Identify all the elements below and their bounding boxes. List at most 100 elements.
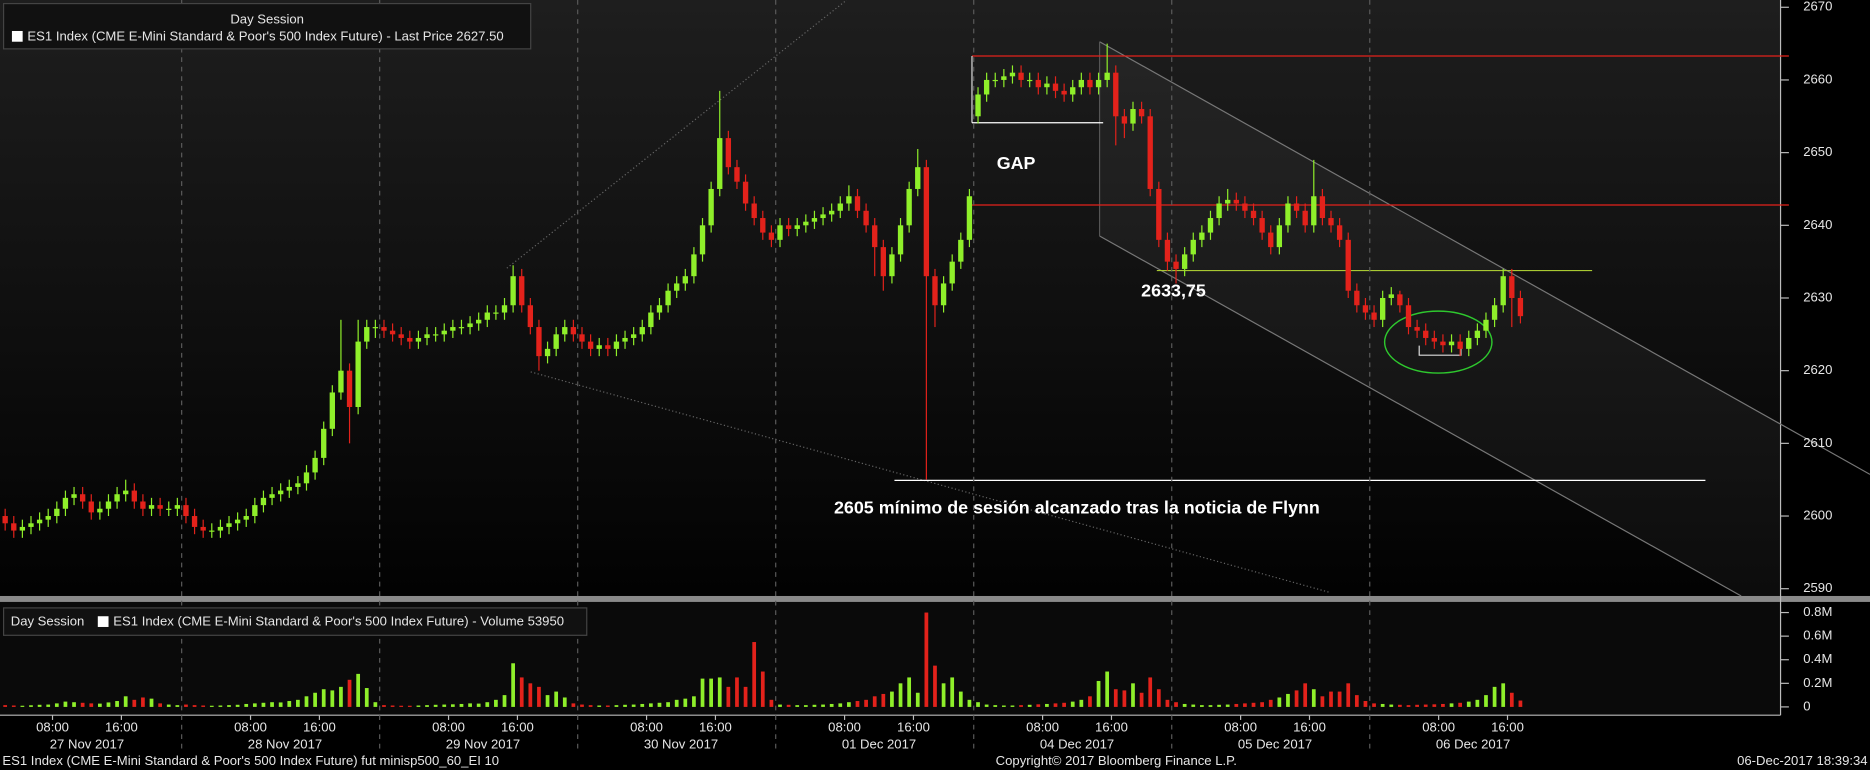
candle-body: [510, 276, 516, 306]
candle-body: [493, 312, 499, 314]
candle-body: [1173, 261, 1179, 269]
candle-body: [148, 505, 155, 509]
volume-bar: [433, 704, 438, 707]
candle-body: [1095, 79, 1102, 88]
candle-body: [1018, 72, 1024, 80]
volume-bar: [1277, 697, 1282, 707]
volume-bar: [1286, 693, 1290, 707]
candle-body: [932, 276, 938, 306]
candle-body: [519, 276, 525, 306]
volume-bar: [1088, 696, 1092, 707]
candle-body: [536, 327, 542, 357]
x-tick-label: 16:00: [1095, 720, 1128, 735]
candle-body: [62, 497, 69, 509]
y-tick-label: 2660: [1803, 71, 1832, 86]
candle-body: [674, 283, 680, 291]
price-panel: [0, 0, 1781, 596]
x-tick-label: 16:00: [303, 720, 336, 735]
highlight-ellipse: [1383, 310, 1493, 374]
candle-body: [252, 505, 258, 517]
y-tick-label: 0.8M: [1803, 604, 1832, 619]
volume-bar: [933, 665, 937, 707]
volume-bar: [1484, 695, 1488, 707]
volume-bar: [1027, 704, 1032, 707]
volume-bar: [821, 704, 825, 707]
volume-bar: [175, 705, 180, 707]
volume-bar: [993, 705, 998, 707]
candle-body: [889, 254, 895, 277]
volume-bar: [743, 686, 748, 707]
volume-bar: [571, 703, 576, 707]
volume-bar: [1079, 699, 1084, 707]
candle-body: [1509, 276, 1515, 298]
volume-bar: [1096, 680, 1101, 707]
candle-body: [1466, 337, 1472, 349]
volume-bar: [244, 703, 249, 707]
candle-body: [105, 501, 112, 509]
candle-body: [450, 327, 456, 331]
volume-bar: [847, 702, 851, 707]
candle-body: [476, 319, 482, 324]
x-tick-label: 08:00: [1422, 720, 1455, 735]
volume-bar: [1501, 683, 1506, 707]
candle-body: [174, 505, 181, 509]
candle-body: [725, 138, 732, 168]
date-label: 30 Nov 2017: [644, 736, 718, 751]
volume-bar: [864, 699, 868, 707]
volume-bar: [924, 612, 929, 707]
candle-body: [123, 490, 129, 495]
y-tick-label: 2650: [1803, 144, 1832, 159]
candle-body: [28, 523, 34, 527]
candle-body: [1259, 218, 1265, 233]
channel-upper: [1099, 41, 1870, 475]
candle-body: [1311, 196, 1317, 226]
volume-bar: [580, 704, 584, 707]
volume-bar: [735, 677, 739, 707]
candle-body: [630, 334, 637, 338]
x-tick-label: 16:00: [897, 720, 930, 735]
volume-bar: [1053, 703, 1058, 707]
trend-dotted: [506, 0, 848, 269]
candle-body: [329, 392, 335, 429]
candle-body: [1035, 79, 1041, 88]
channel-lower: [1099, 235, 1742, 597]
candle-body: [209, 530, 215, 532]
channel-fill: [1099, 41, 1781, 596]
volume-bar: [425, 705, 429, 707]
y-tick-label: 2610: [1803, 435, 1832, 450]
volume-bar: [674, 699, 679, 707]
volume-bar: [752, 642, 757, 707]
volume-bar: [1045, 703, 1049, 707]
volume-bar: [1036, 704, 1041, 707]
volume-bar: [98, 703, 102, 707]
volume-bar: [459, 703, 464, 707]
candle-body: [553, 334, 559, 349]
footer-left: ES1 Index (CME E-Mini Standard & Poor's …: [2, 753, 499, 768]
volume-bar: [1200, 705, 1204, 707]
candle-body: [527, 305, 534, 328]
volume-bar: [976, 702, 980, 707]
volume-bar: [20, 705, 25, 707]
candle-body: [157, 505, 163, 509]
volume-bar: [106, 702, 111, 707]
candle-body: [260, 497, 267, 506]
candle-body: [975, 94, 981, 117]
volume-bar: [1449, 703, 1454, 707]
volume-bar: [967, 699, 972, 707]
volume-bar: [1234, 703, 1239, 707]
volume-bar: [1518, 700, 1523, 707]
candle-body: [1242, 203, 1248, 211]
candle-body: [846, 196, 852, 204]
x-tick-label: 16:00: [501, 720, 534, 735]
candle-body: [364, 327, 370, 342]
volume-bar: [1320, 696, 1325, 707]
candle-body: [940, 283, 947, 306]
candle-body: [1190, 239, 1196, 255]
volume-bar: [1303, 683, 1308, 707]
candle-body: [1130, 109, 1136, 124]
x-tick-label: 08:00: [1224, 720, 1257, 735]
volume-bar: [450, 704, 455, 707]
y-tick-label: 2600: [1803, 507, 1832, 522]
candle-body: [1293, 203, 1300, 211]
candle-body: [742, 181, 749, 204]
